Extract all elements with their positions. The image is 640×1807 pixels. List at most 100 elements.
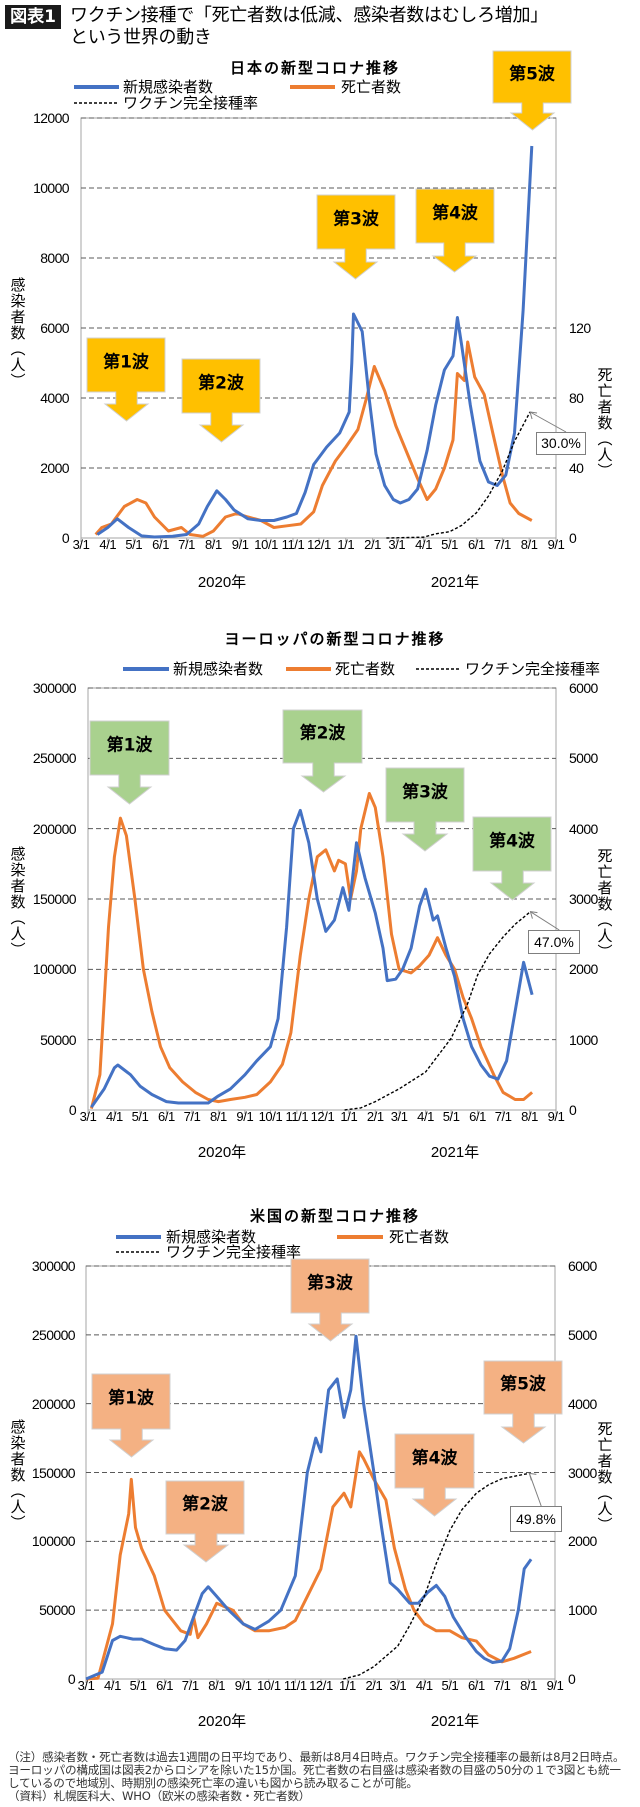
legend-label: 新規感染者数 (123, 78, 214, 96)
vaccine-rate-annotation: 49.8% (510, 1506, 562, 1532)
x-tick-label: 8/1 (521, 1109, 538, 1124)
wave-callout-arrow (290, 1258, 370, 1342)
x-tick-label: 8/1 (520, 1678, 537, 1693)
x-tick-label: 5/1 (129, 1678, 147, 1693)
note-line-4: （資料）札幌医科大、WHO（欧米の感染者数・死亡者数） (8, 1789, 311, 1803)
left-axis-label: 感染者数（人） (8, 277, 27, 389)
x-tick-label: 4/1 (415, 1678, 433, 1693)
legend-label: 新規感染者数 (166, 1228, 257, 1246)
deaths-line (94, 340, 533, 538)
left-tick-label: 12000 (33, 110, 70, 126)
wave-callout-arrow (89, 720, 170, 805)
chart-2 (87, 667, 560, 1114)
wave-callout-arrow (385, 767, 465, 852)
vaccine-rate-annotation: 30.0% (536, 432, 586, 455)
x-tick-label: 11/1 (281, 537, 305, 552)
right-tick-label: 0 (569, 1102, 577, 1118)
annotation-leader (529, 411, 567, 433)
cases-line (85, 1334, 533, 1681)
legend-label: ワクチン完全接種率 (166, 1243, 302, 1261)
x-tick-label: 2/1 (366, 1109, 384, 1124)
x-tick-label: 9/1 (547, 1109, 565, 1124)
x-tick-label: 5/1 (441, 537, 459, 552)
left-tick-label: 50000 (39, 1602, 76, 1619)
right-tick-label: 3000 (569, 891, 598, 907)
legend-label: ワクチン完全接種率 (465, 660, 601, 678)
wave-callout-label: 第1波 (106, 735, 153, 756)
x-tick-label: 3/1 (79, 1109, 97, 1124)
vaccine-rate-annotation: 47.0% (528, 930, 580, 954)
deaths-line (89, 792, 534, 1109)
wave-callout-arrow (316, 194, 396, 280)
legend-label: 死亡者数 (341, 78, 402, 96)
left-tick-label: 300000 (32, 680, 77, 696)
legend-label: 新規感染者数 (173, 660, 264, 678)
wave-callout-arrow (282, 709, 363, 793)
x-tick-label: 9/1 (234, 1678, 252, 1693)
x-tick-label: 1/1 (337, 537, 355, 552)
x-tick-label: 4/1 (104, 1678, 121, 1693)
wave-callout-label: 第3波 (333, 209, 379, 230)
wave-callout-label: 第5波 (509, 64, 555, 85)
note-line-2: ヨーロッパの構成国は図表2からロシアを除いた15か国。死亡者数の右目盛は感染者数… (8, 1763, 621, 1777)
x-tick-label: 7/1 (178, 537, 195, 552)
vaccine-line (386, 411, 531, 539)
x-tick-label: 3/1 (390, 1109, 408, 1124)
left-tick-label: 10000 (33, 180, 70, 196)
x-tick-label: 7/1 (494, 1109, 512, 1124)
wave-callout-label: 第4波 (489, 831, 535, 852)
x-tick-label: 6/1 (469, 1109, 486, 1124)
x-tick-label: 5/1 (131, 1109, 149, 1124)
x-tick-label: 11/1 (285, 1109, 309, 1124)
deaths-line (85, 1450, 532, 1681)
x-tick-label: 12/1 (310, 1109, 335, 1124)
legend-label: 死亡者数 (389, 1228, 450, 1246)
right-tick-label: 40 (569, 460, 584, 476)
right-tick-label: 4000 (569, 820, 598, 837)
wave-callout-label: 第4波 (432, 203, 478, 224)
x-tick-label: 8/1 (209, 1109, 227, 1124)
wave-callout-arrow (472, 816, 552, 901)
x-tick-label: 11/1 (283, 1678, 307, 1693)
chart-title: ヨーロッパの新型コロナ推移 (224, 630, 446, 648)
x-tick-label: 7/1 (493, 1678, 511, 1693)
x-tick-label: 9/1 (231, 537, 249, 552)
wave-callout-arrow (483, 1360, 563, 1444)
right-tick-label: 3000 (568, 1464, 597, 1481)
left-tick-label: 50000 (40, 1031, 77, 1048)
wave-callout-label: 第5波 (500, 1374, 546, 1395)
wave-callout-label: 第1波 (103, 352, 149, 373)
right-tick-label: 2000 (568, 1533, 597, 1550)
x-tick-label: 3/1 (389, 1678, 407, 1693)
wave-callout-arrow (394, 1433, 475, 1517)
x-tick-label: 5/1 (441, 1678, 459, 1693)
x-tick-label: 5/1 (125, 537, 143, 552)
year-label: 2020年 (197, 1713, 247, 1730)
wave-callout-label: 第4波 (411, 1448, 458, 1469)
left-tick-label: 2000 (40, 460, 69, 476)
legend-label: 死亡者数 (335, 660, 396, 678)
vaccine-line (344, 911, 531, 1111)
right-tick-label: 6000 (568, 1258, 597, 1274)
left-tick-label: 100000 (32, 961, 77, 978)
wave-callout-label: 第2波 (198, 373, 244, 394)
x-tick-label: 9/1 (546, 1678, 564, 1693)
x-tick-label: 4/1 (415, 537, 433, 552)
wave-callout-arrow (492, 50, 572, 131)
left-tick-label: 0 (68, 1102, 77, 1118)
x-tick-label: 7/1 (493, 537, 511, 552)
left-axis-label: 感染者数（人） (8, 846, 27, 958)
left-tick-label: 6000 (40, 320, 69, 336)
right-tick-label: 0 (569, 530, 577, 546)
annotation-arrowhead (528, 1472, 537, 1481)
x-tick-label: 4/1 (105, 1109, 123, 1124)
x-tick-label: 10/1 (256, 1678, 281, 1693)
left-tick-label: 8000 (40, 250, 69, 266)
x-tick-label: 1/1 (340, 1109, 358, 1124)
left-tick-label: 150000 (31, 1464, 76, 1481)
cases-line (90, 808, 534, 1109)
wave-callout-label: 第2波 (299, 723, 346, 744)
x-tick-label: 10/1 (258, 1109, 283, 1124)
left-tick-label: 250000 (32, 750, 77, 767)
